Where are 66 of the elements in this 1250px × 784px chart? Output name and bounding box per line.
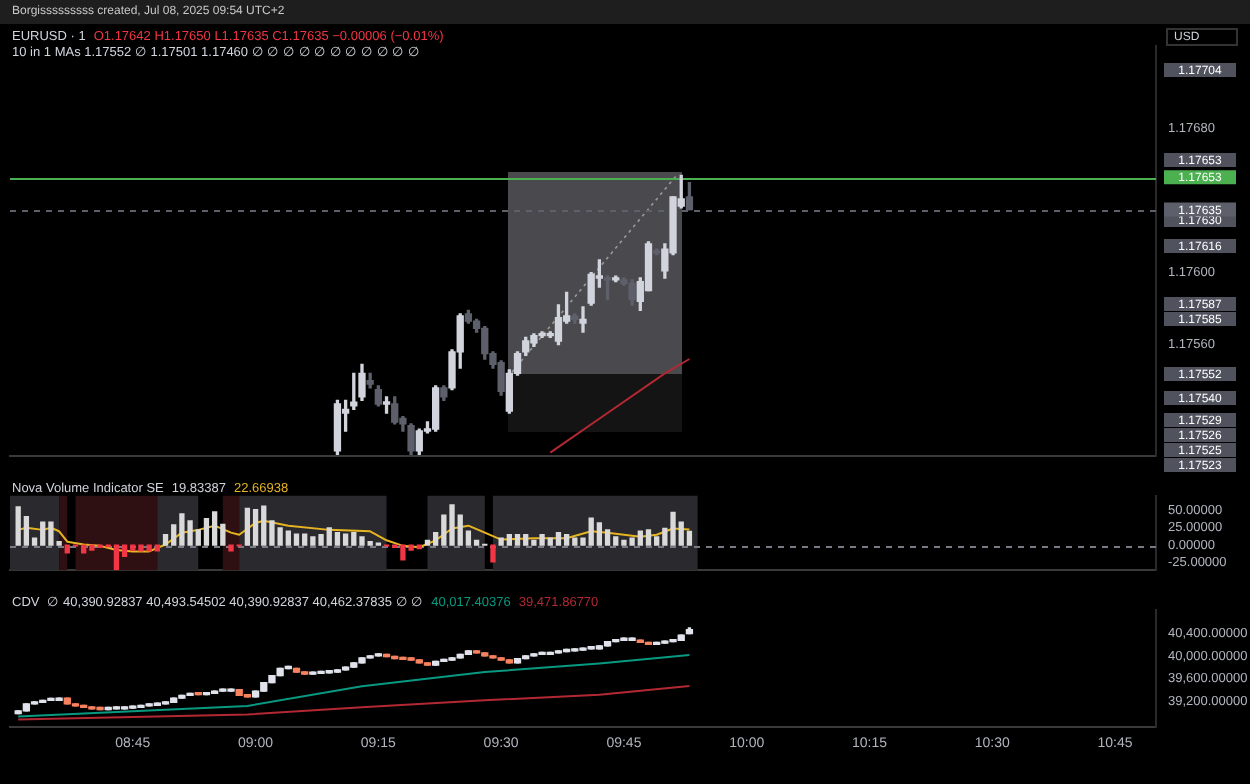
bar	[342, 533, 349, 546]
bar	[547, 537, 553, 546]
bar	[187, 520, 193, 546]
candlestick	[276, 667, 284, 677]
bar	[572, 537, 578, 546]
bar	[285, 530, 291, 546]
candlestick	[464, 650, 473, 656]
candlestick	[350, 662, 358, 668]
candlestick	[22, 703, 31, 712]
bar	[629, 537, 635, 546]
bar	[555, 531, 562, 546]
bar	[334, 531, 341, 546]
bar	[130, 544, 136, 551]
bar	[539, 534, 545, 546]
bar	[318, 534, 324, 546]
bar	[654, 536, 660, 546]
bar	[670, 511, 676, 546]
bar	[138, 544, 144, 552]
bar	[326, 527, 332, 546]
bar	[449, 504, 455, 546]
bar	[228, 544, 234, 552]
bar	[514, 534, 521, 546]
bar	[596, 522, 603, 546]
bar	[146, 544, 152, 552]
bar	[179, 513, 185, 546]
bar	[310, 536, 316, 546]
bar	[261, 505, 267, 546]
bar	[252, 509, 259, 546]
candlestick	[358, 657, 366, 664]
bar	[621, 539, 627, 546]
bar	[277, 527, 283, 546]
bar	[473, 539, 480, 546]
bar	[637, 530, 643, 546]
bar	[531, 539, 537, 546]
candlestick	[513, 657, 522, 664]
bar	[588, 517, 594, 546]
bar	[48, 521, 54, 546]
bar	[351, 531, 357, 546]
bar	[490, 544, 496, 563]
bar	[686, 530, 693, 546]
bar	[604, 529, 611, 546]
bar	[203, 518, 210, 546]
bar	[211, 511, 218, 546]
bar	[302, 533, 308, 546]
bar	[424, 539, 431, 546]
candlestick	[268, 674, 276, 684]
candlestick	[456, 653, 464, 659]
bar	[613, 536, 619, 546]
bar	[645, 529, 652, 546]
bar	[359, 536, 365, 546]
bar	[40, 521, 46, 546]
bar	[400, 544, 406, 561]
bar	[113, 544, 120, 571]
candlestick	[260, 681, 268, 692]
bar	[506, 534, 512, 546]
bar	[89, 544, 95, 551]
bar	[293, 533, 300, 546]
bar	[244, 507, 251, 546]
bar	[563, 534, 570, 546]
candlestick	[603, 641, 612, 647]
bar	[498, 537, 504, 546]
candlestick	[432, 660, 440, 666]
candlestick	[292, 667, 301, 673]
bar	[523, 534, 529, 546]
candlestick	[251, 690, 260, 698]
bar	[15, 506, 21, 546]
